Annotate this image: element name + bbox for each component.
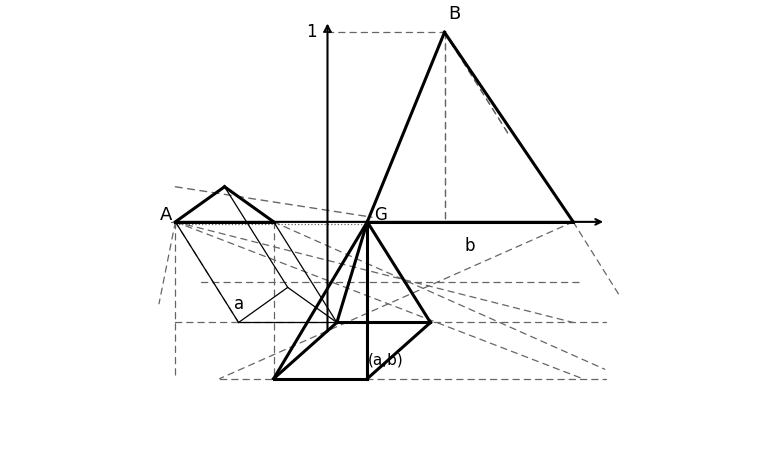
Text: A: A xyxy=(160,206,172,224)
Text: B: B xyxy=(448,5,460,23)
Text: G: G xyxy=(374,206,388,224)
Text: b: b xyxy=(465,237,476,255)
Text: 1: 1 xyxy=(306,23,317,41)
Text: (a,b): (a,b) xyxy=(368,352,404,367)
Text: a: a xyxy=(234,295,244,313)
